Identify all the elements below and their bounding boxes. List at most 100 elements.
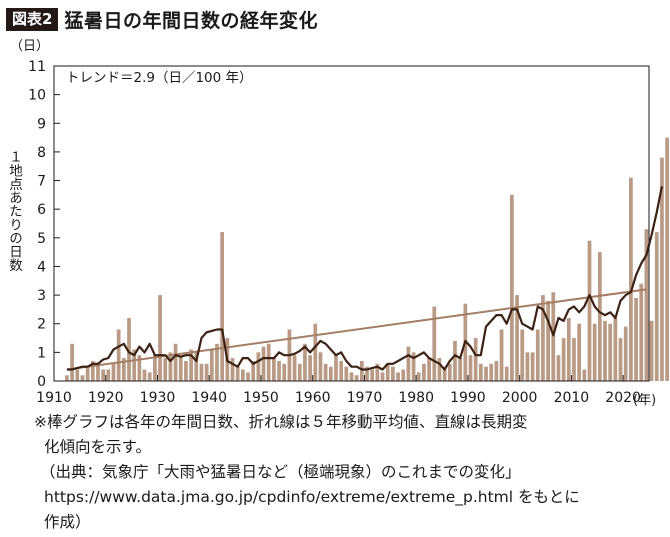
bar: [535, 329, 540, 381]
bar: [266, 343, 271, 381]
bar: [334, 355, 338, 381]
bar: [251, 360, 256, 381]
bar: [618, 338, 623, 381]
bar: [323, 363, 328, 381]
bar: [608, 323, 613, 381]
bar: [541, 295, 545, 381]
bar: [111, 363, 116, 381]
bar: [153, 355, 157, 381]
bar: [308, 355, 312, 381]
bar: [230, 358, 235, 381]
bar: [277, 360, 281, 381]
bar: [572, 338, 576, 381]
bar: [556, 355, 561, 381]
bar: [354, 375, 359, 381]
bar: [592, 323, 597, 381]
gridlines: [53, 65, 624, 382]
x-tick-label: 1910: [36, 390, 72, 406]
x-tick-label: 1990: [450, 390, 486, 406]
x-tick-label: 1920: [88, 390, 124, 406]
bar: [235, 366, 240, 381]
bar: [504, 366, 509, 381]
x-unit-label: (年): [633, 393, 656, 408]
bar: [90, 360, 95, 381]
y-tick-labels: 0 1 2 3 4 5 6 7 8 9 10 11: [28, 59, 46, 390]
x-tick-label: 2000: [502, 390, 538, 406]
bar: [168, 352, 173, 381]
bar: [85, 366, 90, 381]
bar: [101, 369, 106, 381]
bar: [520, 329, 525, 381]
x-tick-label: 1980: [398, 390, 434, 406]
moving-average-line: [66, 186, 663, 371]
bar: [344, 366, 349, 381]
x-tick-labels: 1910 1920 1930 1940 1950 1960 1970 1980 1990 2000…: [36, 390, 641, 406]
bar: [665, 137, 669, 381]
bar: [70, 343, 74, 381]
y-tick-label: 6: [37, 202, 46, 218]
y-tick-label: 8: [37, 145, 46, 161]
y-tick-label: 0: [37, 374, 46, 390]
bar: [256, 352, 261, 381]
bar: [468, 355, 473, 381]
bar-series: [65, 137, 669, 381]
bar: [380, 372, 385, 381]
bar: [365, 366, 369, 381]
figure-note: ※棒グラフは各年の年間日数、折れ線は５年移動平均値、直線は長期変 化傾向を示す。…: [34, 410, 654, 535]
bar: [80, 375, 85, 381]
bar: [649, 320, 654, 381]
y-tick-label: 4: [37, 259, 46, 275]
bar: [639, 283, 644, 381]
y-unit-label: （日）: [10, 39, 49, 54]
y-tick-label: 10: [28, 88, 46, 104]
y-tick-label: 1: [37, 345, 46, 361]
bar: [184, 360, 188, 381]
bar: [163, 358, 168, 381]
note-line-4: https://www.data.jma.go.jp/cpdinfo/extre…: [44, 488, 580, 506]
bar: [261, 346, 266, 381]
x-tick-label: 1940: [191, 390, 227, 406]
bar: [339, 360, 344, 381]
x-tick-label: 2010: [554, 390, 590, 406]
bar: [121, 358, 126, 381]
x-tick-label: 2020: [605, 390, 641, 406]
bar: [577, 323, 582, 381]
bar: [401, 369, 406, 381]
bar: [173, 343, 178, 381]
y-axis-label: １地点あたりの日数: [6, 150, 22, 272]
bar: [328, 366, 333, 381]
bar: [158, 295, 162, 381]
bar: [297, 363, 302, 381]
figure-header: 図表2 猛暑日の年間日数の経年変化: [6, 6, 318, 32]
bar: [603, 320, 607, 381]
bar: [209, 349, 214, 381]
bar: [178, 355, 183, 381]
bar: [375, 363, 380, 381]
bar: [654, 232, 659, 381]
bar: [561, 338, 566, 381]
bar: [215, 343, 219, 381]
bar: [582, 369, 587, 381]
bar: [96, 363, 100, 381]
bar: [65, 375, 69, 381]
y-tick-label: 5: [37, 231, 46, 247]
figure-title: 猛暑日の年間日数の経年変化: [64, 9, 318, 32]
bar: [629, 177, 633, 381]
bar: [597, 252, 602, 381]
bar: [303, 343, 307, 381]
bar: [587, 240, 592, 381]
bar: [194, 352, 199, 381]
bar: [432, 306, 437, 381]
bar: [385, 363, 390, 381]
bar: [437, 358, 442, 381]
bar: [634, 297, 638, 381]
bar: [525, 352, 530, 381]
plot-frame: [53, 65, 650, 382]
note-line-1: ※棒グラフは各年の年間日数、折れ線は５年移動平均値、直線は長期変: [34, 413, 528, 431]
bar: [189, 349, 193, 381]
bar: [473, 338, 478, 381]
bar: [313, 323, 318, 381]
note-line-3: （出典：気象庁「大雨や猛暑日など（極端現象）のこれまでの変化」: [40, 463, 521, 481]
bar: [416, 372, 421, 381]
